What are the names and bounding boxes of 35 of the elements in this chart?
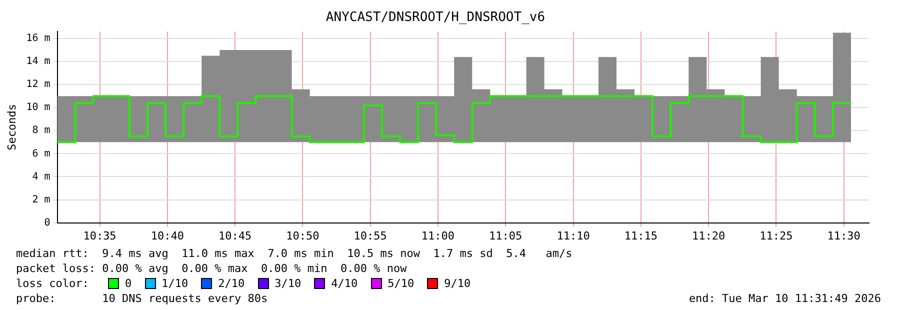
text: 5/10	[388, 276, 414, 291]
x-tick-label: 10:50	[286, 229, 320, 242]
x-tick-label: 11:15	[624, 229, 658, 242]
text: 3/10	[274, 276, 302, 291]
x-tick-label: 11:10	[556, 229, 590, 242]
y-tick-label: 6 m	[32, 148, 50, 160]
y-tick-label: 10 m	[26, 102, 50, 114]
text: median rtt: 9.4 ms avg 11.0 ms max 7.0 ms min 10.5 ms now 1.7 ms sd 5.4 am/s	[16, 246, 574, 261]
x-tick-label: 10:35	[83, 229, 116, 242]
x-tick-label: 10:55	[354, 229, 387, 242]
text: 4/10	[331, 276, 358, 291]
text: 9/10	[444, 276, 471, 291]
y-tick-label: 4 m	[32, 171, 50, 182]
text: end: Tue Mar 10 11:31:49 2026	[688, 291, 881, 306]
text: 1/10	[162, 276, 188, 291]
y-tick-label: 0	[44, 217, 50, 228]
x-tick-label: 11:25	[760, 229, 793, 242]
chart-title: ANYCAST/DNSROOT/H_DNSROOT_v6	[326, 10, 546, 26]
text: loss color:	[16, 276, 90, 291]
y-axis-title: Seconds	[5, 104, 18, 150]
text: packet loss: 0.00 % avg 0.00 % max 0.00 % min 0.00 % now	[16, 261, 408, 276]
x-tick-label: 11:30	[827, 229, 860, 242]
x-tick-label: 10:40	[150, 229, 184, 242]
text: probe: 10 DNS requests every 80s	[16, 291, 268, 306]
x-tick-label: 10:45	[218, 229, 252, 242]
x-tick-label: 11:05	[489, 229, 522, 242]
text: 0	[125, 276, 132, 291]
y-tick-label: 2 m	[32, 194, 50, 206]
y-tick-label: 12 m	[26, 79, 50, 90]
y-tick-label: 8 m	[32, 125, 50, 136]
x-tick-label: 11:00	[421, 229, 455, 242]
y-tick-label: 14 m	[26, 56, 50, 68]
y-tick-label: 16 m	[26, 33, 50, 44]
text: 2/10	[218, 276, 245, 291]
x-tick-label: 11:20	[692, 229, 726, 242]
